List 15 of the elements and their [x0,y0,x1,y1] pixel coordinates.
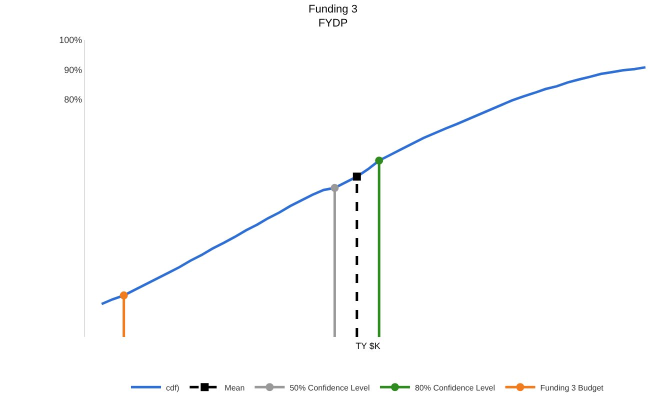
legend-label: cdf) [166,383,180,392]
y-tick-label: 90% [64,64,82,75]
legend-label: Funding 3 Budget [540,383,604,392]
chart-title: Funding 3 FYDP [308,3,358,30]
y-tick-label: 100% [59,35,82,46]
x-axis-title: TY $K [356,340,380,351]
y-tick-label: 80% [64,94,82,105]
legend-label: Mean [224,383,245,392]
point [375,156,384,165]
point [352,172,361,181]
legend-label: 50% Confidence Level [290,383,370,392]
point [120,291,128,300]
point [330,184,339,192]
legend-label: 80% Confidence Level [414,383,496,392]
line-series [100,66,647,306]
